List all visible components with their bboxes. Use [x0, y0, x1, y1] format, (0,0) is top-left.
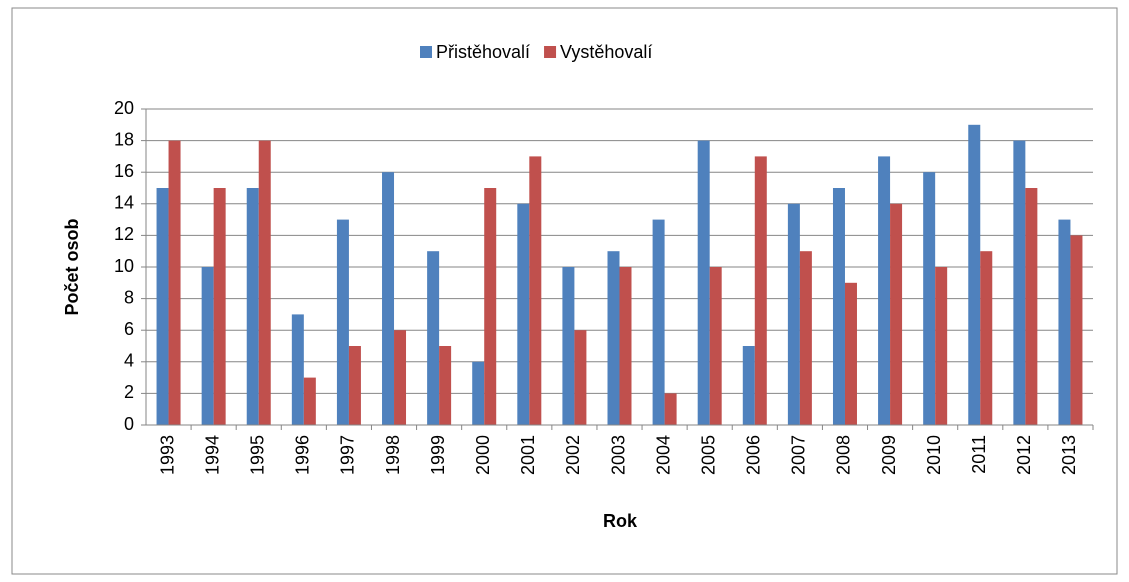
bar [742, 346, 755, 425]
x-tick-label: 2003 [608, 435, 628, 475]
bar [472, 361, 485, 425]
y-tick-label: 4 [124, 351, 134, 371]
bar [799, 251, 812, 425]
x-axis-label: Rok [603, 511, 638, 531]
bar [303, 377, 316, 425]
y-tick-label: 14 [114, 193, 134, 213]
bar [394, 330, 407, 425]
bar [156, 188, 169, 425]
x-tick-label: 1996 [293, 435, 313, 475]
legend-swatch [544, 46, 557, 58]
y-tick-label: 12 [114, 224, 134, 244]
bar [348, 346, 361, 425]
x-tick-label: 1993 [157, 435, 177, 475]
bar [258, 140, 271, 425]
bar [890, 203, 903, 425]
bar [697, 140, 710, 425]
bar [562, 267, 575, 425]
bar [529, 156, 542, 425]
bar [832, 188, 845, 425]
bar [935, 267, 948, 425]
bar [168, 140, 181, 425]
bar [336, 219, 349, 425]
x-tick-label: 2009 [879, 435, 899, 475]
x-tick-label: 2002 [563, 435, 583, 475]
bar [1070, 235, 1083, 425]
x-tick-label: 2011 [969, 435, 989, 474]
x-tick-label: 2008 [834, 435, 854, 475]
x-tick-label: 2001 [518, 435, 538, 475]
bar [484, 188, 497, 425]
x-tick-label: 1997 [338, 435, 358, 475]
y-tick-label: 8 [124, 287, 134, 307]
x-tick-label: 2013 [1059, 435, 1079, 475]
bar [439, 346, 452, 425]
x-tick-label: 2006 [744, 435, 764, 475]
bar [1058, 219, 1071, 425]
bar [709, 267, 722, 425]
legend-swatch [420, 46, 432, 58]
x-tick-label: 1998 [383, 435, 403, 475]
bar [427, 251, 440, 425]
bar [980, 251, 993, 425]
y-tick-label: 10 [114, 256, 134, 276]
bar [246, 188, 259, 425]
bar [787, 203, 800, 425]
y-axis-label: Počet osob [62, 218, 82, 315]
bar [844, 282, 857, 425]
x-tick-label: 2010 [924, 435, 944, 475]
y-tick-label: 18 [114, 129, 134, 149]
bar [652, 219, 665, 425]
x-tick-label: 2012 [1014, 435, 1034, 475]
x-tick-label: 2005 [698, 435, 718, 475]
x-tick-label: 2000 [473, 435, 493, 475]
x-tick-label: 1999 [428, 435, 448, 475]
y-tick-label: 0 [124, 414, 134, 434]
legend-label: Přistěhovalí [436, 42, 530, 62]
bar [201, 267, 214, 425]
y-tick-label: 16 [114, 161, 134, 181]
x-tick-label: 2007 [789, 435, 809, 475]
x-tick-label: 1995 [247, 435, 267, 475]
x-tick-label: 1994 [202, 435, 222, 475]
bar [1013, 140, 1026, 425]
legend-label: Vystěhovalí [560, 42, 652, 62]
bar [923, 172, 936, 425]
bar [607, 251, 620, 425]
bar [574, 330, 587, 425]
bar [619, 267, 632, 425]
bar [754, 156, 767, 425]
bar [1025, 188, 1038, 425]
bar [968, 124, 981, 426]
bar [878, 156, 891, 425]
bar [213, 188, 226, 425]
bar [664, 393, 677, 425]
y-tick-label: 2 [124, 382, 134, 402]
bar [382, 172, 395, 425]
bar [291, 314, 304, 425]
x-tick-label: 2004 [653, 435, 673, 475]
y-tick-label: 6 [124, 319, 134, 339]
y-tick-label: 20 [114, 98, 134, 118]
bar [517, 203, 530, 425]
